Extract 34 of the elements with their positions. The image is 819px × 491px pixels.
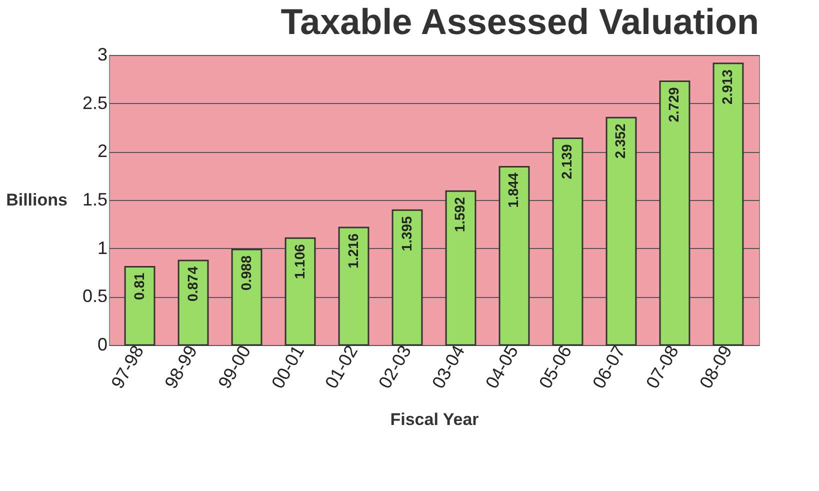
bar <box>606 116 637 346</box>
bar <box>498 166 530 346</box>
y-tick-label: 0 <box>97 334 108 354</box>
bar <box>552 137 584 346</box>
chart-title: Taxable Assessed Valuation <box>280 1 759 42</box>
data-label: 2.352 <box>612 123 628 159</box>
y-tick-label: 1.5 <box>82 190 108 210</box>
y-tick-label: 2 <box>97 141 108 162</box>
data-label: 2.139 <box>558 144 575 180</box>
data-label: 1.216 <box>344 233 361 268</box>
y-tick-label: 0.5 <box>82 286 108 306</box>
bar <box>231 248 262 346</box>
bar <box>659 80 690 346</box>
bar <box>392 209 423 346</box>
data-label: 0.81 <box>130 272 147 300</box>
data-label: 1.592 <box>452 196 468 232</box>
y-tick-label: 3 <box>97 44 108 64</box>
bar <box>124 266 156 346</box>
data-label: 2.913 <box>719 69 736 104</box>
y-axis-title: Billions <box>6 190 68 210</box>
bar <box>712 62 744 346</box>
bar <box>445 190 476 346</box>
data-label: 1.395 <box>398 216 414 252</box>
bar <box>178 260 209 346</box>
data-label: 2.729 <box>666 86 682 122</box>
data-label: 1.106 <box>291 244 308 280</box>
bar <box>284 237 316 346</box>
y-tick-label: 1 <box>97 238 108 258</box>
x-axis-title: Fiscal Year <box>390 410 480 429</box>
data-label: 1.844 <box>505 172 522 208</box>
bar <box>338 226 370 346</box>
data-label: 0.874 <box>184 266 200 302</box>
y-tick-label: 2.5 <box>82 92 108 113</box>
data-label: 0.988 <box>238 255 254 291</box>
